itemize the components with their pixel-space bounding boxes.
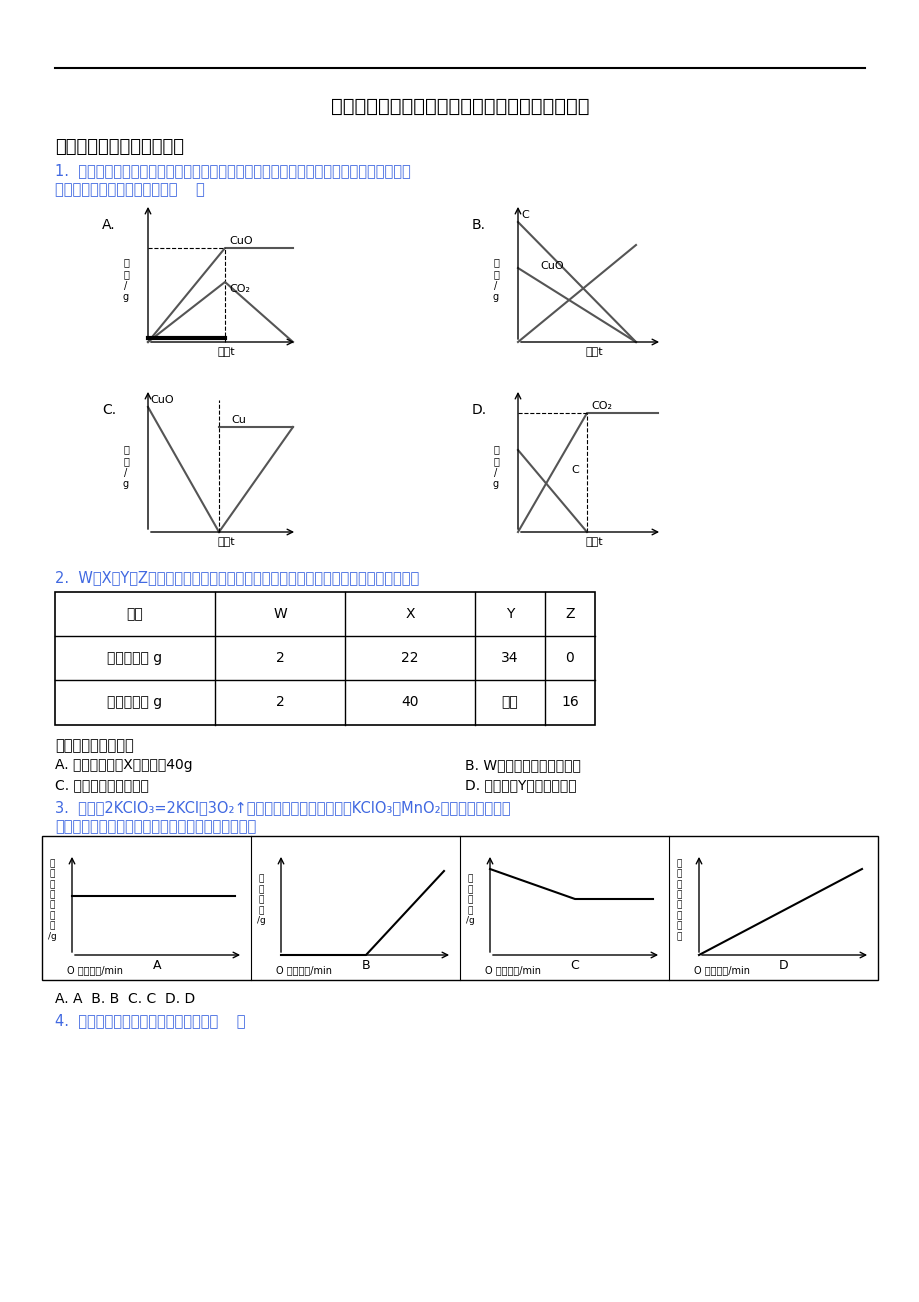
Text: X: X [404,607,414,621]
Text: O 加热时间/min: O 加热时间/min [276,965,332,975]
Text: O 加热时间/min: O 加热时间/min [484,965,540,975]
Bar [55,592,595,725]
Text: A.: A. [102,217,116,232]
Text: CO₂: CO₂ [590,401,611,411]
Text: Z: Z [564,607,574,621]
Text: 下列说法错误的是：: 下列说法错误的是： [55,738,133,753]
Bar [42,836,877,980]
Text: 深圳松岗陶源中英文学校化学上册期末试题和答案: 深圳松岗陶源中英文学校化学上册期末试题和答案 [331,98,588,116]
Text: 0: 0 [565,651,573,665]
Text: 时间t: 时间t [217,348,234,357]
Text: 一、九年级化学上册选择题: 一、九年级化学上册选择题 [55,138,184,156]
Text: O 加热时间/min: O 加热时间/min [67,965,123,975]
Text: D. 该反应中Y全部参加反应: D. 该反应中Y全部参加反应 [464,779,576,792]
Text: D: D [778,960,788,973]
Text: C: C [570,960,579,973]
Text: CuO: CuO [150,395,174,405]
Text: 反应后质量 g: 反应后质量 g [108,695,163,710]
Text: 2: 2 [276,651,284,665]
Text: 质
量
/
g: 质 量 / g [123,444,129,490]
Text: C. 该反应属于分解反应: C. 该反应属于分解反应 [55,779,149,792]
Text: 质
量
/
g: 质 量 / g [493,258,498,302]
Text: 固
的
固
体
中
氧
元
素: 固 的 固 体 中 氧 元 素 [675,859,681,941]
Text: 2: 2 [276,695,284,710]
Text: 固
体
质
量
/g: 固 体 质 量 /g [465,875,474,926]
Text: C.: C. [102,404,116,417]
Text: 2.  W、X、Y、Z四种物质在一定条件下充分反应后，测得反应前后各物质的质量如下：: 2. W、X、Y、Z四种物质在一定条件下充分反应后，测得反应前后各物质的质量如下… [55,570,419,585]
Text: O 加热时间/min: O 加热时间/min [693,965,749,975]
Text: A: A [153,960,161,973]
Text: B.: B. [471,217,485,232]
Text: 程中某些量随加热时间的变化趋势，其中不正确的是: 程中某些量随加热时间的变化趋势，其中不正确的是 [55,819,256,835]
Text: 时间t: 时间t [584,348,602,357]
Text: CuO: CuO [229,236,253,246]
Text: B. W在反应中可能是催化剂: B. W在反应中可能是催化剂 [464,758,580,772]
Text: 质
量
/
g: 质 量 / g [123,258,129,302]
Text: CO₂: CO₂ [229,284,250,294]
Text: 物质: 物质 [127,607,143,621]
Text: A. A  B. B  C. C  D. D: A. A B. B C. C D. D [55,992,195,1006]
Text: C: C [520,210,528,220]
Text: 40: 40 [401,695,418,710]
Text: W: W [273,607,287,621]
Text: 4.  下列除去少量杂质的方法正确的是（    ）: 4. 下列除去少量杂质的方法正确的是（ ） [55,1013,245,1029]
Text: 34: 34 [501,651,518,665]
Text: A. 该反应中生成X的质量为40g: A. 该反应中生成X的质量为40g [55,758,192,772]
Text: 22: 22 [401,651,418,665]
Text: 氧
气
质
量
/g: 氧 气 质 量 /g [256,875,265,926]
Text: 与反应时间的关系中正确的是（    ）: 与反应时间的关系中正确的是（ ） [55,182,205,197]
Text: 1.  高温加热碳和氧化铜的混合物，恰好完全反应生成铜和二氧化碳，下列有关物质的质量: 1. 高温加热碳和氧化铜的混合物，恰好完全反应生成铜和二氧化碳，下列有关物质的质… [55,163,410,178]
Text: 时间t: 时间t [217,536,234,547]
Text: 待测: 待测 [501,695,517,710]
Text: Cu: Cu [231,415,245,424]
Text: 反应前质量 g: 反应前质量 g [108,651,163,665]
Text: 16: 16 [561,695,578,710]
Text: 质
量
/
g: 质 量 / g [493,444,498,490]
Text: D.: D. [471,404,486,417]
Text: 时间t: 时间t [584,536,602,547]
Text: B: B [361,960,370,973]
Text: Y: Y [505,607,514,621]
Text: 二
氧
化
锰
的
质
量
/g: 二 氧 化 锰 的 质 量 /g [48,859,56,941]
Text: 3.  已知：2KClO₃=2KCl＋3O₂↑，下列图像表示一定质量的KClO₃和MnO₂固体混合物受热过: 3. 已知：2KClO₃=2KCl＋3O₂↑，下列图像表示一定质量的KClO₃和… [55,799,510,815]
Text: C: C [571,465,578,475]
Text: CuO: CuO [539,260,563,271]
